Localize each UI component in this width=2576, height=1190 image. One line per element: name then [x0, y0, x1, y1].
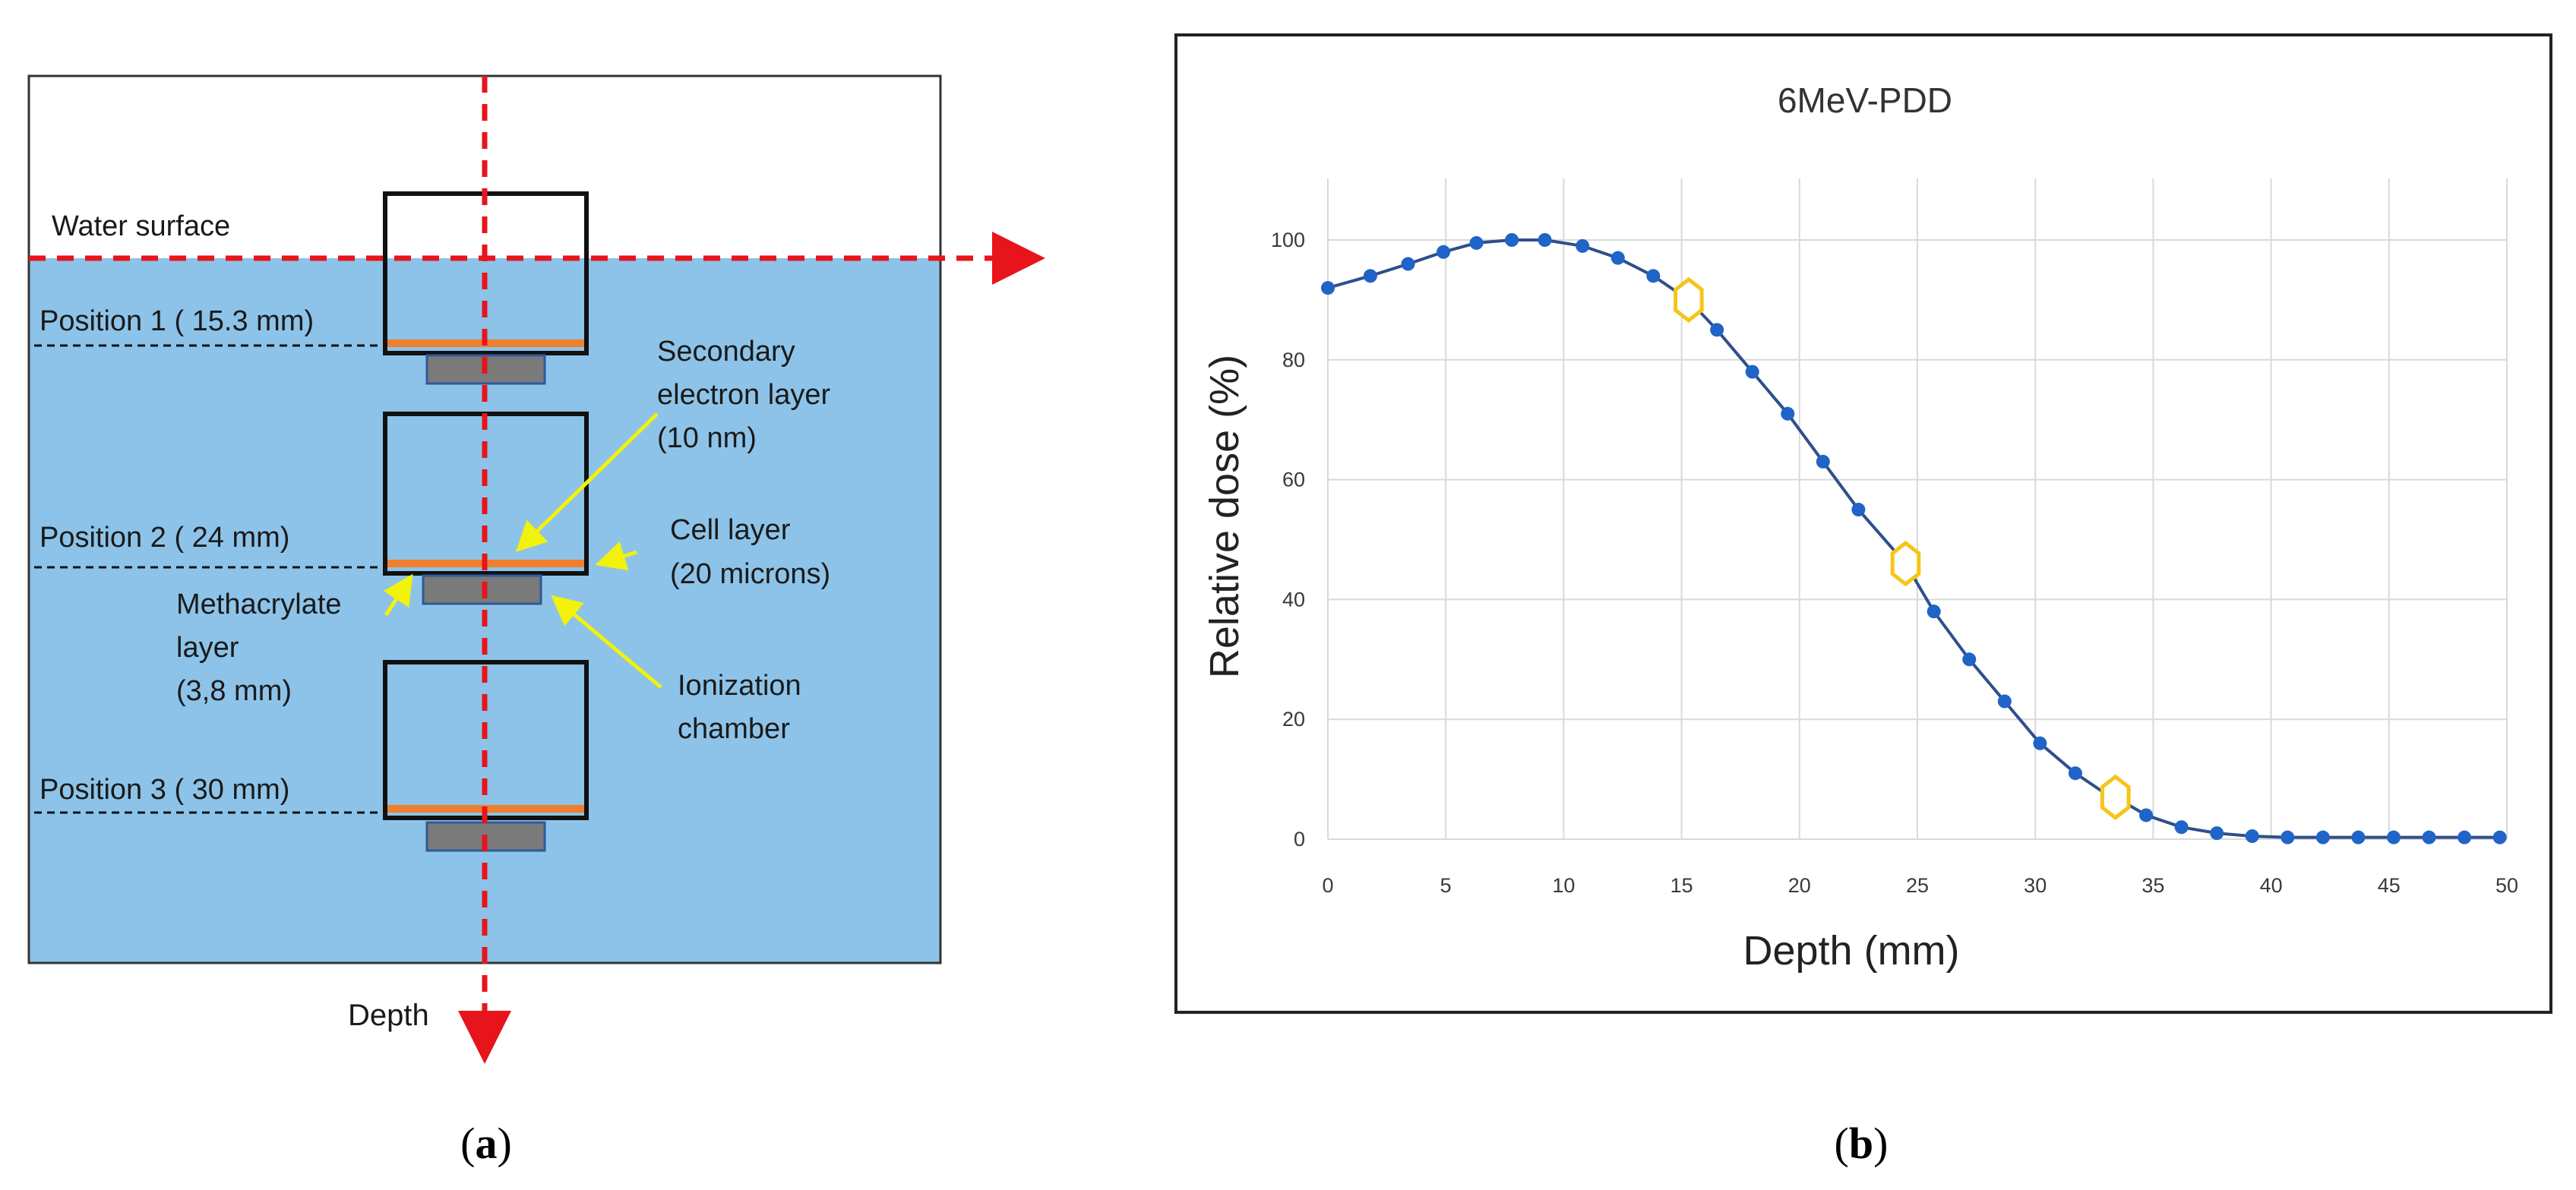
data-point: [2351, 830, 2366, 844]
x-tick-label: 20: [1788, 874, 1811, 897]
data-point: [2457, 830, 2472, 844]
position-2-label: Position 2 ( 24 mm): [40, 522, 289, 554]
secondary-electron-label-3: (10 nm): [657, 422, 757, 454]
x-tick-label: 0: [1322, 874, 1333, 897]
y-tick-labels: 0 20 40 60 80 100: [1271, 229, 1305, 851]
x-tick-labels: 0 5 10 15 20 25 30 35 40 45 50: [1322, 874, 2518, 897]
y-tick-label: 20: [1282, 708, 1305, 731]
methacrylate-label-2: layer: [176, 632, 239, 664]
caption-b: (b): [1835, 1119, 1889, 1168]
panel-a-diagram: Water surface Position 1 ( 15.3 mm) Posi…: [27, 74, 1045, 1168]
caption-a: (a): [460, 1119, 512, 1168]
data-point: [1610, 251, 1625, 265]
x-axis-label: Depth (mm): [1743, 928, 1959, 974]
data-point: [2210, 826, 2224, 841]
data-point: [2139, 808, 2154, 822]
ionization-label-1: Ionization: [678, 670, 801, 702]
methacrylate-arrow: [383, 573, 413, 617]
data-point: [1363, 269, 1377, 283]
data-point: [2280, 830, 2295, 844]
data-point: [2315, 830, 2330, 844]
depth-label: Depth: [348, 999, 429, 1032]
chart-title: 6MeV-PDD: [1778, 80, 1952, 120]
data-point: [2174, 820, 2189, 835]
data-point: [1710, 323, 1724, 337]
data-point: [1962, 652, 1977, 667]
data-point: [2387, 830, 2401, 844]
y-tick-label: 100: [1271, 229, 1305, 251]
data-point: [2492, 830, 2507, 844]
data-point: [2033, 736, 2047, 750]
position-marker: [2100, 774, 2131, 820]
data-point: [1926, 604, 1941, 619]
x-tick-label: 15: [1670, 874, 1693, 897]
y-axis-label: Relative dose (%): [1202, 355, 1247, 678]
data-point: [1538, 233, 1552, 247]
cell-layer-label-2: (20 microns): [670, 558, 830, 590]
x-tick-label: 35: [2141, 874, 2164, 897]
y-tick-label: 60: [1282, 469, 1305, 491]
secondary-electron-label-2: electron layer: [657, 379, 830, 411]
chart-frame: [1174, 33, 2552, 1014]
position-marker: [1674, 276, 1704, 324]
position-3-label: Position 3 ( 30 mm): [40, 774, 289, 806]
water-surface-label: Water surface: [52, 210, 230, 242]
panel-b-chart: 6MeV-PDD 0 5 10 15 20 25 30 35 40 45 50 0 20 40 60 80 1…: [1174, 33, 2552, 1014]
data-point: [1646, 269, 1661, 283]
x-tick-label: 10: [1552, 874, 1575, 897]
x-tick-label: 50: [2495, 874, 2518, 897]
secondary-electron-label-1: Secondary: [657, 336, 795, 368]
x-tick-label: 30: [2024, 874, 2047, 897]
data-points: [1321, 233, 2507, 844]
ionization-label-2: chamber: [678, 713, 790, 745]
position-1-label: Position 1 ( 15.3 mm): [40, 305, 314, 337]
data-point: [1576, 238, 1590, 253]
position-marker: [1890, 540, 1921, 587]
data-point: [2422, 830, 2436, 844]
data-point: [1401, 257, 1415, 271]
y-tick-label: 40: [1282, 588, 1305, 611]
data-point: [1851, 503, 1866, 517]
secondary-electron-arrow: [515, 412, 659, 552]
methacrylate-label-3: (3,8 mm): [176, 675, 292, 707]
y-tick-label: 0: [1294, 828, 1305, 851]
data-point: [2068, 766, 2082, 781]
data-point: [1781, 406, 1795, 421]
data-point: [2245, 829, 2259, 844]
x-tick-label: 40: [2260, 874, 2283, 897]
cell-layer-arrow: [595, 541, 637, 571]
cell-layer-label-1: Cell layer: [670, 514, 791, 546]
data-point: [1437, 245, 1451, 259]
y-tick-label: 80: [1282, 349, 1305, 371]
x-tick-label: 5: [1440, 874, 1452, 897]
data-point: [1816, 454, 1830, 469]
position-markers: [1674, 276, 2131, 820]
x-tick-label: 45: [2378, 874, 2401, 897]
x-tick-label: 25: [1906, 874, 1929, 897]
ionization-arrow: [551, 595, 662, 689]
data-point: [1505, 233, 1519, 247]
data-point: [1321, 281, 1335, 295]
data-point: [1997, 694, 2012, 709]
data-point: [1469, 235, 1484, 250]
methacrylate-label-1: Methacrylate: [176, 589, 342, 620]
data-point: [1745, 365, 1759, 379]
